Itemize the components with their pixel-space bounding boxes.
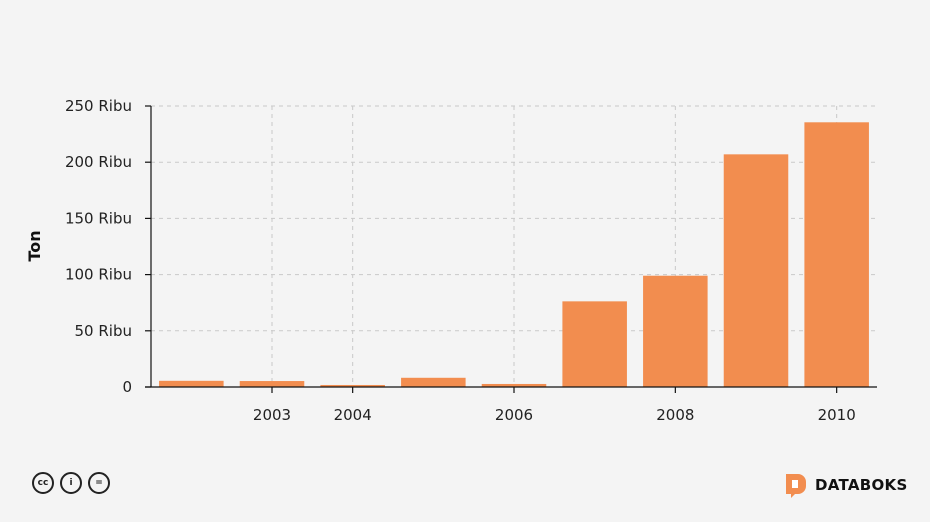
databoks-logo-icon (786, 474, 806, 498)
y-tick-label: 150 Ribu (65, 209, 132, 227)
bar-2005 (401, 377, 466, 387)
bar-2010 (804, 122, 869, 387)
databoks-logo: DATABOKS (784, 472, 908, 498)
x-tick-label: 2003 (253, 406, 291, 424)
bar-2003 (239, 381, 305, 387)
license-icons: cc i = (32, 472, 110, 494)
nd-icon: = (88, 472, 110, 494)
cc-icon: cc (32, 472, 54, 494)
y-tick-label: 100 Ribu (65, 266, 132, 284)
y-tick-labels: 0 50 Ribu 100 Ribu 150 Ribu 200 Ribu 250 Ribu (65, 97, 132, 396)
y-tick-label: 250 Ribu (65, 97, 132, 115)
x-tick-label: 2006 (495, 406, 533, 424)
bar-2007 (562, 301, 627, 387)
bar-chart: 0 50 Ribu 100 Ribu 150 Ribu 200 Ribu 250 Ribu… (25, 97, 877, 424)
bar-2006 (481, 383, 547, 387)
bar-2008 (643, 275, 708, 387)
y-tick-label: 200 Ribu (65, 153, 132, 171)
x-tick-label: 2010 (818, 406, 856, 424)
bar-2002 (159, 380, 224, 387)
x-tick-label: 2008 (656, 406, 694, 424)
bar-2004 (320, 384, 385, 387)
axes (145, 105, 877, 393)
brand-name: DATABOKS (815, 476, 908, 494)
y-tick-label: 50 Ribu (75, 322, 132, 340)
x-tick-labels: 2003 2004 2006 2008 2010 (253, 406, 856, 424)
bars (159, 122, 869, 387)
bar-2009 (723, 154, 789, 387)
by-icon: i (60, 472, 82, 494)
y-tick-label: 0 (122, 378, 132, 396)
x-tick-label: 2004 (334, 406, 372, 424)
y-axis-label: Ton (25, 230, 44, 261)
